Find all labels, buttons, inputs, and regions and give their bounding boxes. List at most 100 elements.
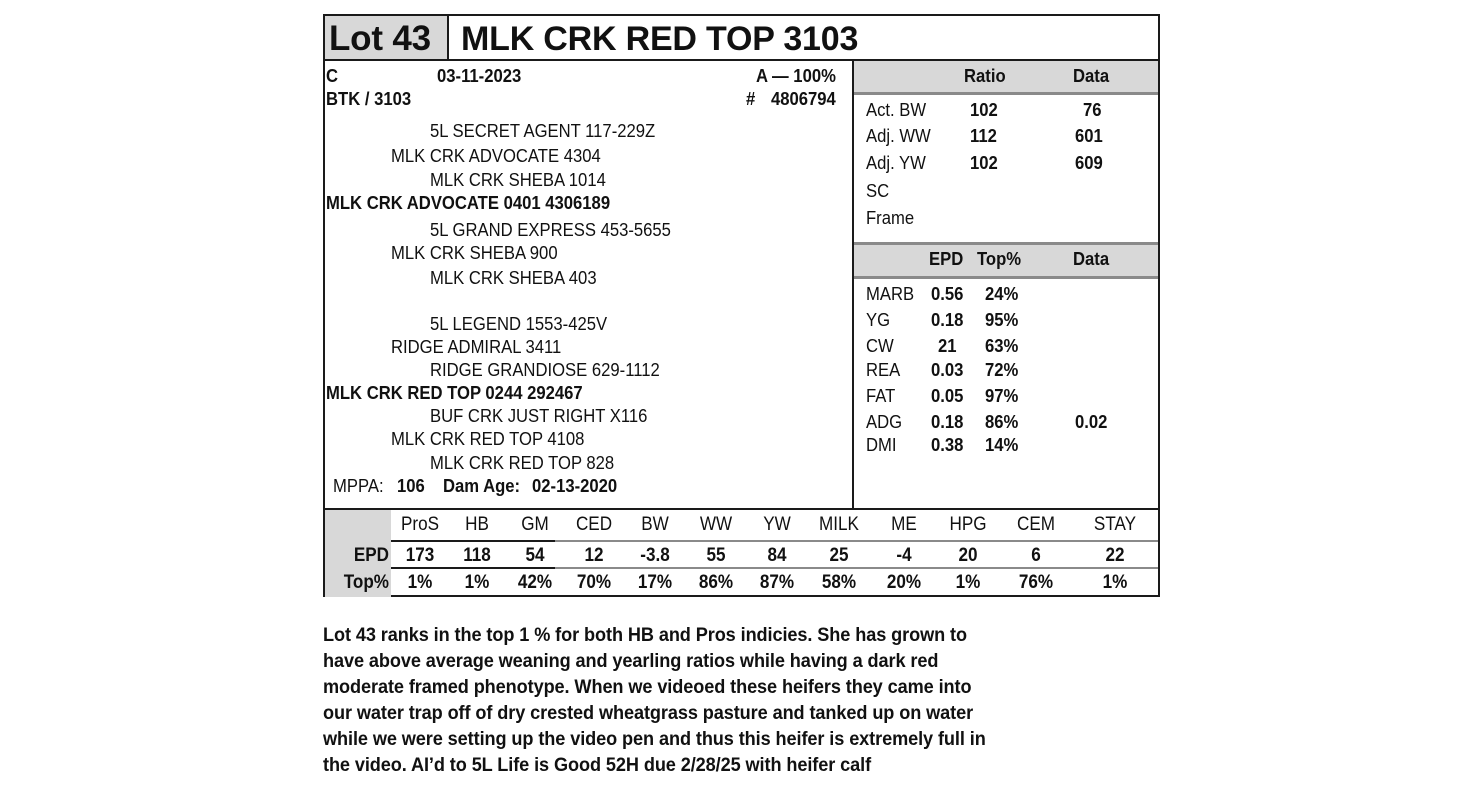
registration-number: 4806794 — [771, 88, 836, 109]
row-divider — [555, 567, 1158, 569]
pedigree-section: C 03-11-2023 BTK / 3103 A — 100% # 48067… — [325, 61, 852, 508]
lot-number: Lot 43 — [325, 16, 449, 59]
carcass-label: YG — [866, 309, 891, 330]
carcass-label: CW — [866, 335, 894, 356]
epd-col-name: YW — [763, 514, 791, 535]
top-value: 87% — [759, 572, 795, 593]
pedigree-ddd: MLK CRK RED TOP 828 — [430, 452, 615, 473]
data-col-header: Data — [1073, 65, 1110, 86]
carcass-epd: 0.03 — [931, 359, 964, 380]
perf-label: Adj. YW — [866, 152, 926, 173]
perf-data: 601 — [1075, 125, 1103, 146]
top-value: 76% — [1018, 572, 1054, 593]
epd-row-label: EPD — [353, 545, 389, 566]
carcass-epd: 0.18 — [931, 411, 964, 432]
pedigree-sdd: MLK CRK SHEBA 403 — [430, 267, 597, 288]
reg-prefix: # — [746, 88, 756, 109]
epd-value: -4 — [896, 545, 912, 566]
description-line: moderate framed phenotype. When we video… — [323, 676, 972, 698]
row-divider — [555, 540, 1158, 542]
ratio-col-header: Ratio — [964, 65, 1006, 86]
animal-name: MLK CRK RED TOP 3103 — [461, 20, 859, 58]
top-value: 20% — [886, 572, 922, 593]
description-line: Lot 43 ranks in the top 1 % for both HB … — [323, 624, 967, 646]
tattoo: BTK / 3103 — [326, 88, 412, 109]
row-label-column — [325, 510, 391, 597]
epd-col-name: ME — [891, 514, 917, 535]
pedigree-sds: 5L GRAND EXPRESS 453-5655 — [430, 219, 671, 240]
top-value: 70% — [576, 572, 612, 593]
epd-value: 6 — [1031, 545, 1041, 566]
pedigree-ss: MLK CRK ADVOCATE 4304 — [391, 145, 601, 166]
pedigree-dds: BUF CRK JUST RIGHT X116 — [430, 405, 648, 426]
top-value: 1% — [464, 572, 490, 593]
epd-col-name: GM — [521, 514, 549, 535]
epd-value: 84 — [767, 545, 787, 566]
breed-percent: A — 100% — [756, 65, 836, 86]
lot-header: Lot 43 MLK CRK RED TOP 3103 — [325, 16, 1158, 61]
pedigree-ssd: MLK CRK SHEBA 1014 — [430, 169, 606, 190]
epd-col-name: ProS — [400, 514, 440, 535]
birth-date: 03-11-2023 — [437, 65, 522, 86]
epd-value: 55 — [706, 545, 726, 566]
perf-data: 76 — [1083, 99, 1102, 120]
carcass-top: 14% — [985, 434, 1019, 455]
epd-col-name: BW — [641, 514, 669, 535]
pedigree-dss: 5L LEGEND 1553-425V — [430, 313, 608, 334]
sale-lot-card: Lot 43 MLK CRK RED TOP 3103 C 03-11-2023… — [323, 14, 1160, 597]
epd-value: 54 — [525, 545, 545, 566]
description-line: while we were setting up the video pen a… — [323, 728, 986, 750]
description-line: have above average weaning and yearling … — [323, 650, 939, 672]
carcass-data: 0.02 — [1075, 411, 1108, 432]
pedigree-dd: MLK CRK RED TOP 4108 — [391, 428, 585, 449]
carcass-epd: 21 — [938, 335, 957, 356]
data-col-header: Data — [1073, 248, 1110, 269]
carcass-top: 24% — [985, 283, 1019, 304]
epd-col-name: CEM — [1016, 514, 1055, 535]
epd-table: EPD Top% ProS 173 1% HB 118 1% GM 54 42%… — [325, 508, 1158, 597]
mppa-value: 106 — [397, 475, 425, 496]
perf-label: Adj. WW — [866, 125, 931, 146]
ratio-header: Ratio Data — [854, 61, 1158, 95]
perf-label: Act. BW — [866, 99, 927, 120]
dam-age-label: Dam Age: — [443, 475, 521, 496]
epd-value: 22 — [1105, 545, 1125, 566]
carcass-epd: 0.18 — [931, 309, 964, 330]
top-col-header: Top% — [977, 248, 1022, 269]
top-row-label: Top% — [343, 572, 389, 593]
epd-value: -3.8 — [640, 545, 670, 566]
carcass-label: FAT — [866, 385, 896, 406]
perf-label: SC — [866, 180, 890, 201]
epd-col-name: WW — [699, 514, 733, 535]
top-value: 1% — [407, 572, 433, 593]
epd-col-name: STAY — [1093, 514, 1137, 535]
top-value: 86% — [698, 572, 734, 593]
pedigree-sss: 5L SECRET AGENT 117-229Z — [430, 120, 656, 141]
lot-description: Lot 43 ranks in the top 1 % for both HB … — [323, 622, 1168, 778]
mppa-label: MPPA: — [333, 475, 384, 496]
carcass-top: 97% — [985, 385, 1019, 406]
carcass-top: 95% — [985, 309, 1019, 330]
epd-col-header: EPD — [929, 248, 964, 269]
pedigree-dam: MLK CRK RED TOP 0244 292467 — [326, 382, 583, 403]
epd-col-name: HPG — [949, 514, 987, 535]
epd-value: 173 — [405, 545, 435, 566]
description-line: our water trap off of dry crested wheatg… — [323, 702, 974, 724]
row-divider — [391, 540, 555, 542]
carcass-top: 72% — [985, 359, 1019, 380]
carcass-header: EPD Top% Data — [854, 242, 1158, 279]
carcass-epd: 0.05 — [931, 385, 964, 406]
carcass-label: REA — [866, 359, 901, 380]
carcass-top: 63% — [985, 335, 1019, 356]
performance-panel: Ratio Data Act. BW 102 76 Adj. WW 112 60… — [852, 61, 1158, 508]
perf-ratio: 102 — [970, 99, 998, 120]
epd-col-name: MILK — [819, 514, 859, 535]
epd-value: 25 — [829, 545, 849, 566]
pedigree-dsd: RIDGE GRANDIOSE 629-1112 — [430, 359, 660, 380]
pedigree-ds: RIDGE ADMIRAL 3411 — [391, 336, 562, 357]
perf-data: 609 — [1075, 152, 1103, 173]
pedigree-sd: MLK CRK SHEBA 900 — [391, 242, 558, 263]
top-value: 1% — [1102, 572, 1128, 593]
perf-ratio: 102 — [970, 152, 998, 173]
epd-value: 20 — [958, 545, 978, 566]
